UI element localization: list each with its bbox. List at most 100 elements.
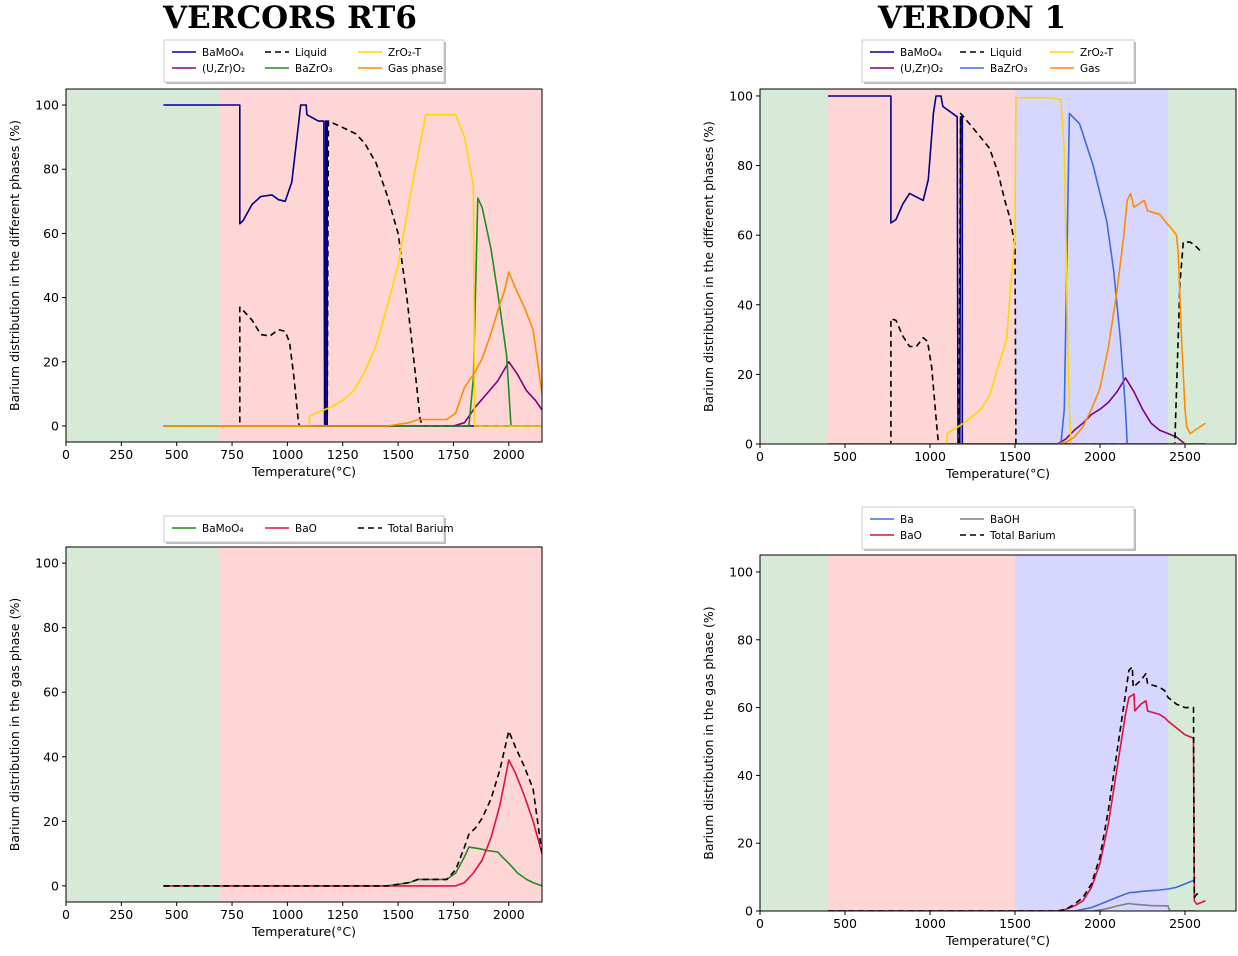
series-line <box>163 113 542 427</box>
legend-box <box>163 515 445 543</box>
legend-label: BaMoO₄ <box>202 523 244 535</box>
series-line <box>163 730 542 887</box>
temperature-band <box>66 89 220 442</box>
y-tick-label: 40 <box>43 749 59 764</box>
chart-title-left: VERCORS RT6 <box>163 0 417 36</box>
series-line <box>828 666 1201 911</box>
legend-label: (U,Zr)O₂ <box>900 63 943 75</box>
y-tick-label: 80 <box>737 632 753 647</box>
y-tick-label: 100 <box>729 564 753 579</box>
series-line <box>828 876 1196 911</box>
x-tick-label: 0 <box>756 449 764 464</box>
series-line <box>163 361 542 427</box>
x-tick-label: 2000 <box>493 447 525 462</box>
legend-label: BaOH <box>990 514 1020 526</box>
series-line <box>163 197 542 427</box>
x-tick-label: 1750 <box>438 907 470 922</box>
legend-label: Gas <box>1080 63 1100 75</box>
x-tick-label: 1250 <box>327 447 359 462</box>
series-line <box>828 112 1203 444</box>
x-tick-label: 500 <box>833 449 857 464</box>
y-tick-label: 40 <box>737 768 753 783</box>
temperature-band <box>1168 555 1236 911</box>
x-axis-label: Temperature(°C) <box>945 933 1050 948</box>
y-tick-label: 60 <box>737 228 753 243</box>
temperature-band <box>760 555 828 911</box>
legend-label: Total Barium <box>387 523 454 535</box>
x-tick-label: 750 <box>220 907 244 922</box>
plot-frame <box>65 88 543 443</box>
x-axis-label: Temperature(°C) <box>251 924 356 939</box>
legend-label: BaO <box>295 523 317 535</box>
temperature-band <box>219 547 543 902</box>
x-tick-label: 1500 <box>382 447 414 462</box>
series-group <box>163 104 542 427</box>
y-tick-label: 20 <box>43 814 59 829</box>
x-tick-label: 1500 <box>999 449 1031 464</box>
x-tick-label: 250 <box>109 907 133 922</box>
x-tick-label: 250 <box>109 447 133 462</box>
x-tick-label: 500 <box>833 916 857 931</box>
legend-label: Liquid <box>295 47 327 59</box>
series-line <box>828 902 1196 911</box>
y-axis-label: Barium distribution in the gas phase (%) <box>701 606 716 859</box>
temperature-band <box>1015 89 1168 444</box>
x-tick-label: 1250 <box>327 907 359 922</box>
series-line <box>163 104 542 427</box>
y-tick-label: 80 <box>43 162 59 177</box>
legend-label: BaO <box>900 530 922 542</box>
y-axis-label: Barium distribution in the gas phase (%) <box>7 598 22 851</box>
legend-label: Gas phase <box>388 63 443 75</box>
y-tick-label: 60 <box>737 700 753 715</box>
x-axis-label: Temperature(°C) <box>251 464 356 479</box>
series-line <box>828 377 1206 444</box>
x-tick-label: 1750 <box>438 447 470 462</box>
legend-label: BaMoO₄ <box>202 47 244 59</box>
y-tick-label: 0 <box>51 878 59 893</box>
x-tick-label: 750 <box>220 447 244 462</box>
y-tick-label: 0 <box>745 904 753 919</box>
chart-title-right: VERDON 1 <box>877 0 1067 36</box>
y-axis-label: Barium distribution in the different pha… <box>7 120 22 411</box>
legend-label: ZrO₂-T <box>388 47 422 59</box>
series-line <box>828 112 1206 444</box>
x-tick-label: 2000 <box>493 907 525 922</box>
series-line <box>163 759 542 887</box>
legend-box <box>861 39 1135 83</box>
series-line <box>828 192 1206 444</box>
x-tick-label: 500 <box>165 907 189 922</box>
temperature-band <box>760 89 828 444</box>
series-line <box>828 693 1206 911</box>
x-tick-label: 2500 <box>1169 449 1201 464</box>
chart-2: 0 500 1000 1500 2000 2500 0 20 40 60 80 100 Temperat… <box>701 39 1237 481</box>
temperature-band <box>828 555 1015 911</box>
x-tick-label: 2000 <box>1084 916 1116 931</box>
y-tick-label: 100 <box>35 556 59 571</box>
y-tick-label: 0 <box>51 418 59 433</box>
legend-label: Ba <box>900 514 914 526</box>
y-tick-label: 0 <box>745 437 753 452</box>
y-tick-label: 80 <box>43 620 59 635</box>
plot-frame <box>65 546 543 903</box>
temperature-band <box>66 547 220 902</box>
y-tick-label: 60 <box>43 226 59 241</box>
y-tick-label: 100 <box>35 98 59 113</box>
series-group <box>828 666 1206 911</box>
x-tick-label: 1000 <box>271 447 303 462</box>
chart-4: 0 500 1000 1500 2000 2500 0 20 40 60 80 100 Temperat… <box>701 506 1237 948</box>
series-line <box>163 120 542 427</box>
x-tick-label: 0 <box>756 916 764 931</box>
x-tick-label: 0 <box>62 447 70 462</box>
plot-frame <box>759 88 1237 445</box>
y-axis-label: Barium distribution in the different pha… <box>701 121 716 412</box>
y-tick-label: 80 <box>737 158 753 173</box>
x-tick-label: 2000 <box>1084 449 1116 464</box>
x-axis-label: Temperature(°C) <box>945 466 1050 481</box>
y-tick-label: 40 <box>43 290 59 305</box>
temperature-band <box>219 89 543 442</box>
chart-3: 0 250 500 750 1000 1250 1500 1750 2000 0 20 40 60 80 1… <box>7 515 543 939</box>
x-tick-label: 1000 <box>914 449 946 464</box>
x-tick-label: 2500 <box>1169 916 1201 931</box>
temperature-band <box>828 89 1015 444</box>
